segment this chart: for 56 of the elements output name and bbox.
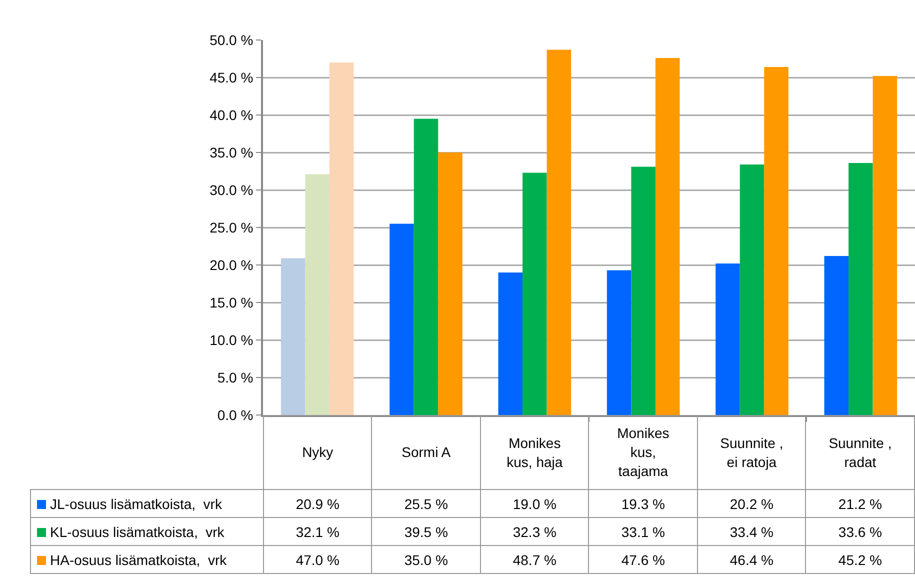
bar: [740, 164, 764, 415]
y-tick-label: 15.0 %: [210, 294, 254, 310]
y-tick-label: 45.0 %: [210, 69, 254, 86]
bar: [522, 172, 547, 415]
data-label: 45.2 %: [806, 546, 914, 574]
y-tick-label: 35.0 %: [210, 144, 254, 160]
data-label: 48.7 %: [480, 546, 589, 574]
y-tick-label: 20.0 %: [210, 256, 254, 273]
bar: [438, 152, 462, 415]
data-label: 33.6 %: [806, 518, 914, 546]
data-label: 19.0 %: [480, 490, 589, 518]
bar: [764, 67, 788, 415]
y-tick-label: 25.0 %: [210, 219, 254, 236]
data-label: 20.2 %: [697, 490, 806, 518]
bar: [498, 272, 523, 415]
data-label: 32.3 %: [480, 518, 589, 546]
legend-label: JL-osuus lisämatkoista, vrk: [30, 490, 264, 518]
data-label: 33.1 %: [588, 518, 698, 546]
y-tick-label: 40.0 %: [210, 106, 254, 123]
bar: [655, 58, 680, 415]
data-label: 46.4 %: [697, 546, 806, 574]
x-tick-label: Monikes kus, taajama: [616, 424, 670, 481]
data-label: 47.6 %: [588, 546, 698, 574]
bar: [631, 166, 656, 415]
bar: [824, 256, 849, 415]
x-tick-label: Suunnite , radat: [828, 434, 892, 472]
bar: [329, 62, 354, 415]
data-label: 33.4 %: [697, 518, 806, 546]
bar: [414, 118, 438, 415]
y-tick-label: 30.0 %: [210, 182, 254, 198]
bar: [280, 258, 306, 415]
legend-label: HA-osuus lisämatkoista, vrk: [30, 546, 264, 574]
bar: [606, 270, 632, 415]
bar: [546, 50, 572, 415]
bar: [305, 174, 330, 415]
bar: [848, 163, 873, 415]
data-label: 47.0 %: [263, 546, 372, 574]
data-label: 25.5 %: [372, 490, 480, 518]
x-tick-label: Sormi A: [400, 443, 452, 462]
y-tick-label: 5.0 %: [217, 369, 254, 386]
bar: [716, 264, 740, 415]
data-label: 32.1 %: [263, 518, 372, 546]
y-tick-label: 10.0 %: [210, 332, 254, 348]
y-tick-label: 0.0 %: [217, 406, 254, 423]
bar: [390, 224, 414, 415]
y-tick-label: 50.0 %: [210, 32, 254, 48]
x-tick-label: Nyky: [301, 443, 334, 462]
x-tick-label: Suunnite , ei ratoja: [720, 434, 784, 472]
data-label: 20.9 %: [263, 490, 372, 518]
legend-label: KL-osuus lisämatkoista, vrk: [30, 518, 264, 546]
data-label: 21.2 %: [806, 490, 914, 518]
x-tick-label: Monikes kus, haja: [506, 434, 564, 472]
data-label: 35.0 %: [372, 546, 480, 574]
data-label: 19.3 %: [588, 490, 698, 518]
data-label: 39.5 %: [372, 518, 480, 546]
bar: [872, 76, 898, 415]
